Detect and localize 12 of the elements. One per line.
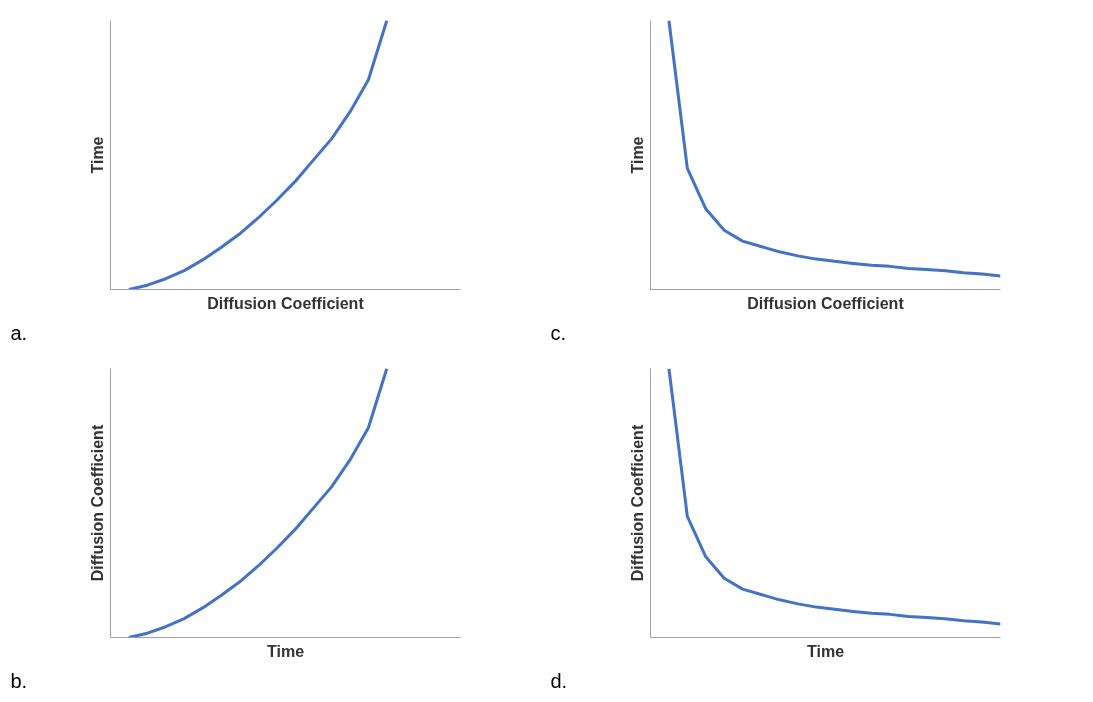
y-axis-title: Time: [628, 136, 646, 174]
text: d.: [550, 669, 568, 692]
text: b.: [10, 669, 28, 692]
y-axis-title: Diffusion Coefficient: [628, 424, 646, 582]
x-axis-title: Diffusion Coefficient: [207, 294, 365, 312]
text: c.: [550, 321, 567, 344]
x-axis-title: Time: [266, 642, 305, 660]
x-axis-title: Time: [806, 642, 845, 660]
x-axis-title: Diffusion Coefficient: [747, 294, 905, 312]
y-axis-title: Time: [88, 136, 106, 174]
y-axis-title: Diffusion Coefficient: [88, 424, 106, 582]
text: a.: [10, 321, 28, 344]
